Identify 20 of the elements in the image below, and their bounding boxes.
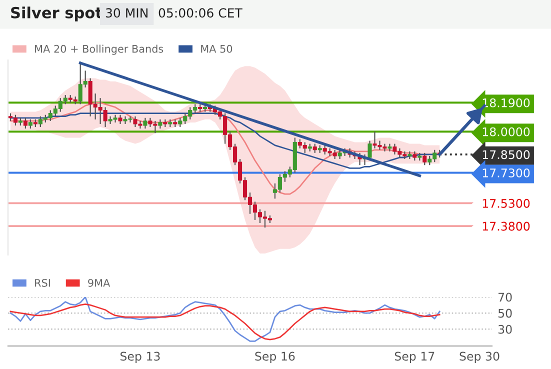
text: 05:00:06 CET — [158, 8, 242, 18]
y-tick-label: 18.0000 — [482, 127, 530, 136]
legend-label: MA 50 — [201, 44, 232, 53]
y-tick-label: 50 — [498, 308, 512, 318]
legend-label: RSI — [35, 278, 50, 287]
legend-label: MA 20 + Bollinger Bands — [35, 44, 164, 55]
y-tick-label: 30 — [498, 324, 512, 334]
y-tick-label: 17.8500 — [482, 150, 530, 160]
y-tick-label: 18.1900 — [482, 98, 530, 108]
chart-title: Silver spot — [11, 6, 102, 22]
chart-subtitle: 30 MIN — [106, 8, 148, 18]
x-tick-label: Sep 17 — [394, 352, 434, 363]
y-tick-label: 70 — [498, 292, 512, 302]
x-tick-label: Sep 16 — [255, 352, 295, 363]
y-tick-label: 17.5300 — [482, 198, 530, 208]
legend-label: 9MA — [88, 278, 110, 287]
y-tick-label: 17.7300 — [482, 168, 530, 178]
x-tick-label: Sep 13 — [120, 352, 160, 363]
y-tick-label: 17.3800 — [482, 222, 530, 231]
x-tick-label: Sep 30 — [460, 352, 500, 363]
